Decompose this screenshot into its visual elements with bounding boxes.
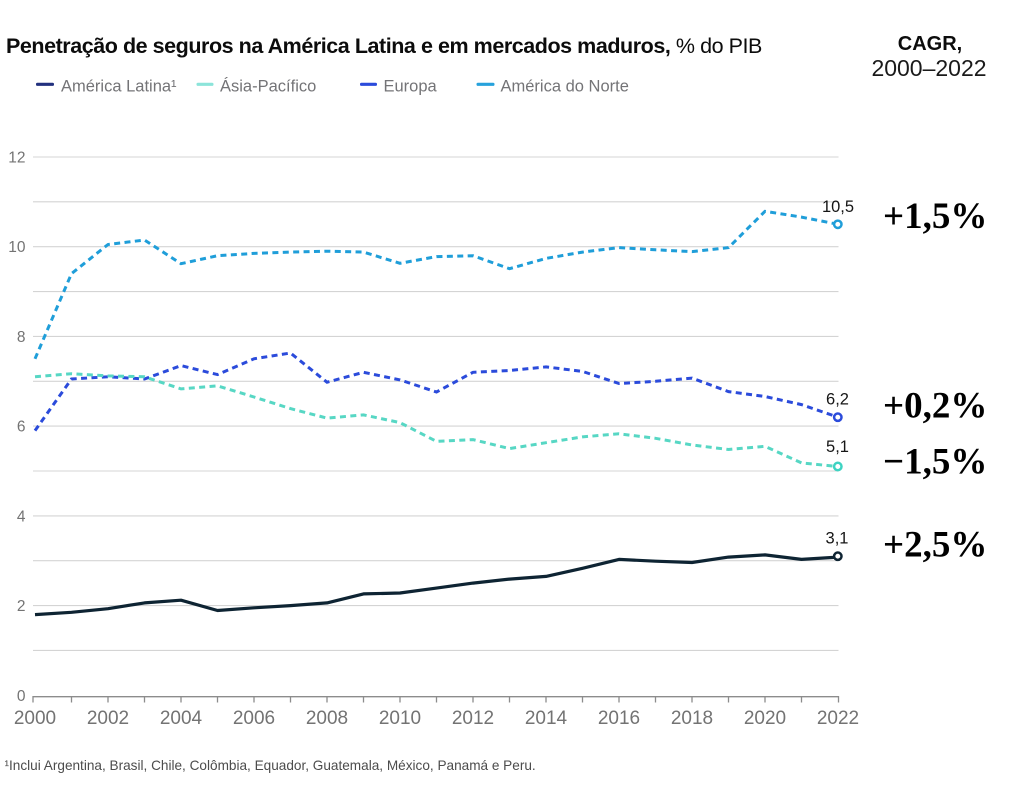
svg-text:2018: 2018	[671, 708, 713, 729]
svg-text:12: 12	[8, 150, 25, 167]
svg-text:2010: 2010	[379, 708, 421, 729]
svg-text:0: 0	[17, 688, 26, 705]
svg-text:3,1: 3,1	[826, 530, 849, 548]
svg-text:2004: 2004	[160, 708, 203, 729]
svg-text:América do Norte: América do Norte	[501, 78, 629, 96]
svg-text:2002: 2002	[87, 708, 129, 729]
svg-text:2012: 2012	[452, 708, 494, 729]
svg-text:+2,5%: +2,5%	[883, 525, 987, 566]
svg-text:¹Inclui Argentina, Brasil, Chi: ¹Inclui Argentina, Brasil, Chile, Colômb…	[5, 758, 536, 773]
svg-text:+1,5%: +1,5%	[883, 196, 987, 237]
svg-text:2016: 2016	[598, 708, 640, 729]
svg-text:10,5: 10,5	[822, 198, 854, 216]
svg-text:Europa: Europa	[384, 78, 438, 96]
svg-text:+0,2%: +0,2%	[883, 386, 987, 427]
svg-text:4: 4	[17, 508, 26, 525]
svg-text:Penetração de seguros na Améri: Penetração de seguros na América Latina …	[6, 34, 762, 58]
svg-text:Ásia-Pacífico: Ásia-Pacífico	[220, 77, 316, 96]
svg-text:10: 10	[8, 239, 26, 256]
svg-text:CAGR,: CAGR,	[898, 33, 962, 55]
svg-text:2022: 2022	[817, 708, 859, 729]
svg-text:2006: 2006	[233, 708, 275, 729]
svg-text:América Latina¹: América Latina¹	[61, 78, 177, 96]
svg-text:2000: 2000	[14, 708, 56, 729]
svg-text:5,1: 5,1	[826, 438, 849, 456]
svg-text:2008: 2008	[306, 708, 348, 729]
svg-text:8: 8	[17, 329, 26, 346]
svg-text:2: 2	[17, 598, 26, 615]
svg-text:−1,5%: −1,5%	[883, 441, 987, 482]
svg-text:2014: 2014	[525, 708, 568, 729]
svg-text:6,2: 6,2	[826, 391, 849, 409]
svg-text:2000–2022: 2000–2022	[871, 55, 986, 81]
svg-text:2020: 2020	[744, 708, 786, 729]
svg-text:6: 6	[17, 419, 26, 436]
